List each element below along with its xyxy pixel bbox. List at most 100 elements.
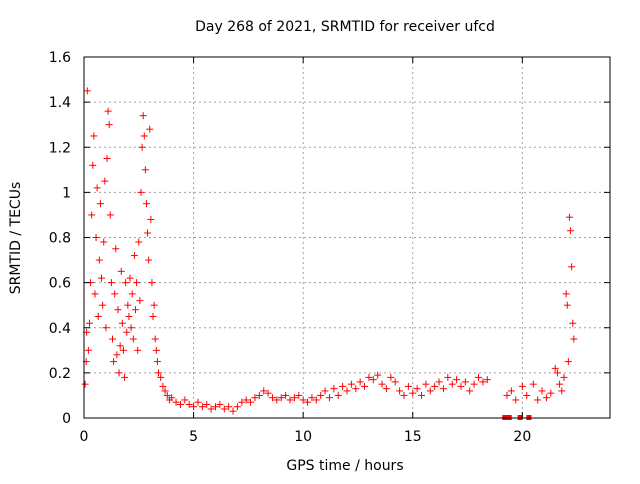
- data-point: [268, 394, 276, 402]
- x-tick-label: 10: [294, 429, 312, 445]
- data-point: [507, 387, 515, 395]
- data-point: [168, 394, 176, 402]
- data-point: [127, 324, 135, 332]
- data-point: [128, 290, 136, 298]
- data-point: [107, 279, 115, 287]
- data-point: [422, 380, 430, 388]
- y-tick-label: 1: [62, 185, 71, 201]
- data-point: [553, 369, 561, 377]
- data-point: [159, 382, 167, 390]
- data-point: [343, 387, 351, 395]
- y-tick-label: 0.4: [49, 321, 71, 337]
- data-point: [299, 396, 307, 404]
- data-point: [503, 391, 511, 399]
- data-point: [551, 364, 559, 372]
- data-point: [113, 351, 121, 359]
- data-point: [144, 229, 152, 237]
- data-point: [194, 398, 202, 406]
- data-point: [212, 403, 219, 411]
- data-point: [391, 378, 399, 386]
- data-point: [136, 297, 144, 305]
- data-point: [409, 389, 417, 397]
- y-tick-label: 1.4: [49, 95, 71, 111]
- data-point: [92, 234, 100, 241]
- data-point: [439, 385, 447, 393]
- data-point: [374, 371, 382, 379]
- data-point: [378, 380, 386, 388]
- data-point: [565, 213, 573, 221]
- x-tick-label: 0: [80, 429, 89, 445]
- data-point: [382, 385, 390, 393]
- data-point: [104, 107, 112, 115]
- data-point: [534, 396, 542, 404]
- data-point: [102, 324, 110, 332]
- data-point: [560, 373, 568, 381]
- data-point: [347, 380, 355, 388]
- data-point: [242, 396, 250, 404]
- data-point: [172, 398, 180, 406]
- data-point: [426, 387, 434, 395]
- data-point: [151, 335, 159, 343]
- data-point: [88, 211, 96, 219]
- data-point: [542, 394, 550, 402]
- data-point: [562, 290, 570, 298]
- data-point: [130, 252, 138, 260]
- data-point: [190, 403, 198, 411]
- data-point: [147, 215, 155, 223]
- data-point: [108, 335, 116, 343]
- data-point: [563, 301, 571, 309]
- data-point: [396, 387, 404, 395]
- data-point: [101, 177, 109, 185]
- data-point: [119, 346, 127, 354]
- data-point: [538, 387, 546, 395]
- data-point: [185, 400, 193, 408]
- data-point: [461, 378, 469, 386]
- data-point: [304, 398, 312, 406]
- data-point: [181, 396, 189, 404]
- data-point: [117, 267, 125, 275]
- x-tick-label: 5: [189, 429, 198, 445]
- data-point: [365, 373, 373, 381]
- data-point: [198, 403, 206, 411]
- data-point: [568, 263, 576, 271]
- data-point: [547, 389, 555, 397]
- data-point: [93, 184, 101, 192]
- data-point: [400, 391, 408, 399]
- data-point: [146, 125, 154, 133]
- data-point: [418, 391, 426, 399]
- data-point: [161, 387, 169, 395]
- data-point: [100, 238, 108, 246]
- data-point: [140, 132, 148, 140]
- data-point: [114, 306, 122, 314]
- data-point: [111, 290, 119, 298]
- data-point: [277, 394, 285, 402]
- data-point: [149, 312, 157, 320]
- data-point: [125, 312, 133, 320]
- data-point: [290, 394, 298, 402]
- y-tick-label: 0.2: [49, 366, 71, 382]
- data-point: [220, 405, 228, 413]
- data-point: [121, 373, 129, 381]
- data-point: [81, 380, 89, 388]
- data-point: [142, 200, 150, 208]
- data-point: [155, 369, 163, 377]
- y-tick-label: 1.6: [49, 50, 71, 66]
- data-point: [163, 391, 171, 399]
- data-point: [135, 238, 143, 246]
- data-point: [129, 335, 137, 343]
- data-point: [153, 358, 161, 366]
- data-point: [176, 400, 184, 408]
- data-point: [115, 369, 123, 377]
- data-point: [448, 380, 456, 388]
- data-point: [361, 382, 369, 390]
- data-point: [325, 394, 333, 402]
- data-point: [444, 373, 452, 381]
- data-point: [124, 301, 132, 309]
- y-tick-label: 0.6: [49, 276, 71, 292]
- data-point: [330, 385, 338, 393]
- data-point: [558, 387, 566, 395]
- data-point: [334, 391, 342, 399]
- data-point: [470, 380, 478, 388]
- data-point: [145, 256, 153, 264]
- data-point: [282, 391, 290, 399]
